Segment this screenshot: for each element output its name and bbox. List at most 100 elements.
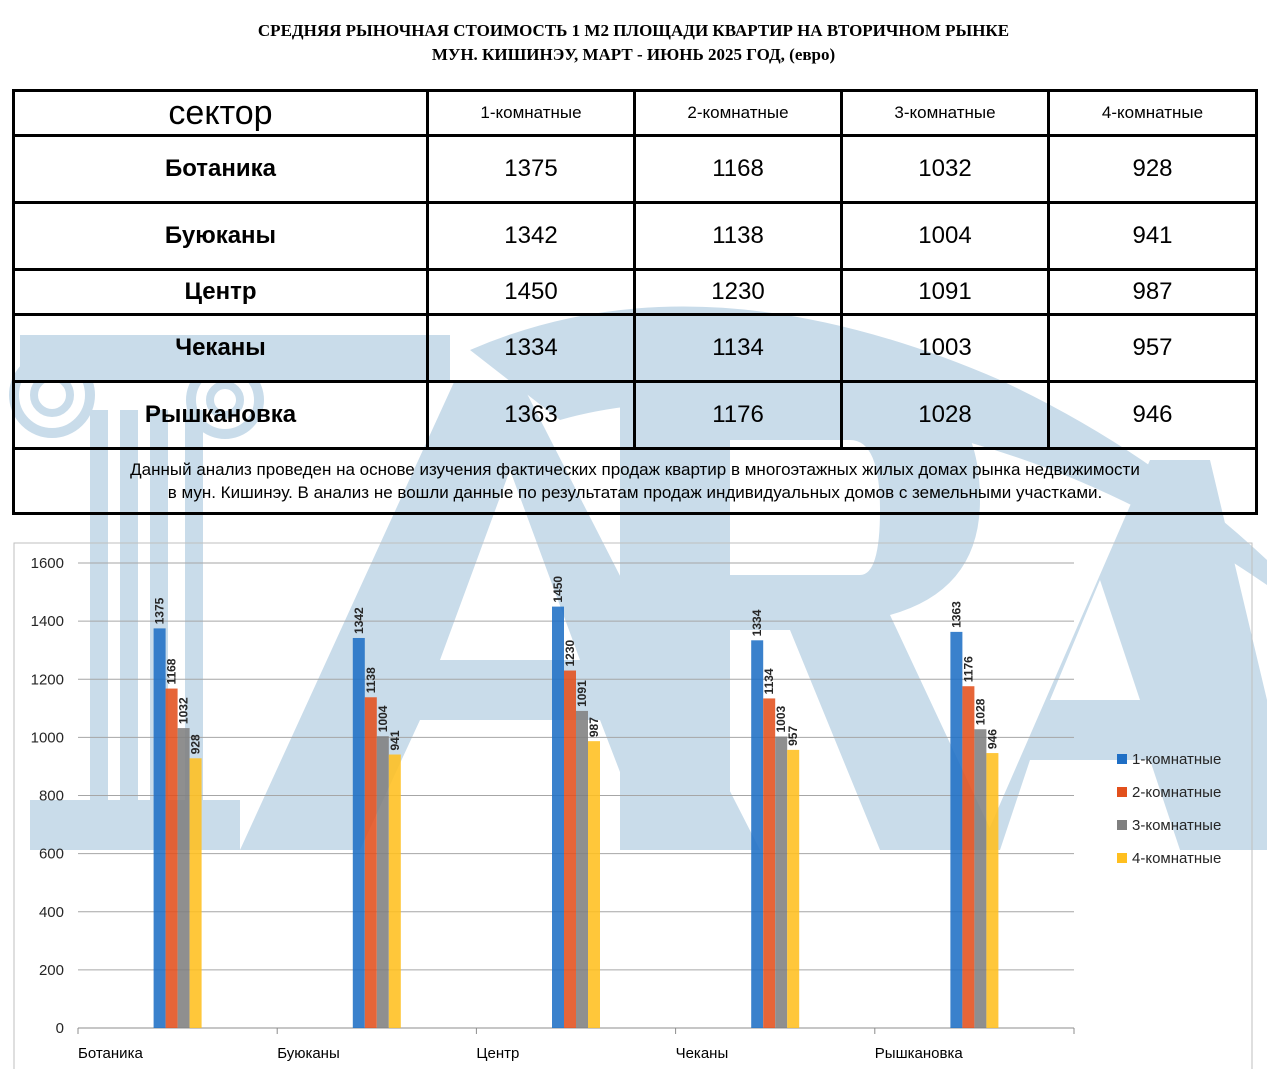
legend-label: 4-комнатные (1132, 850, 1221, 867)
y-tick-label: 1400 (31, 613, 64, 630)
table-cell: 1334 (426, 313, 636, 383)
y-tick-label: 1600 (31, 555, 64, 572)
bar-Центр-1-комнатные (552, 606, 564, 1028)
table-cell: 928 (1047, 134, 1258, 204)
header-1-room: 1-комнатные (426, 89, 636, 137)
y-tick-label: 1200 (31, 671, 64, 688)
data-label: 1342 (352, 607, 366, 634)
x-tick-label: Ботаника (78, 1045, 143, 1062)
table-row: Центр 1450 1230 1091 987 (12, 268, 1258, 316)
row-label-ciocana: Чеканы (12, 313, 429, 383)
bar-Ботаника-3-комнатные (177, 728, 190, 1028)
data-label: 987 (587, 717, 601, 737)
x-tick-label: Буюканы (277, 1045, 340, 1062)
y-tick-label: 800 (39, 788, 64, 805)
table-cell: 1363 (426, 380, 636, 450)
table-cell: 1134 (633, 313, 843, 383)
bar-Ботаника-2-комнатные (165, 688, 178, 1028)
data-label: 1334 (750, 609, 764, 636)
table-cell: 1168 (633, 134, 843, 204)
bar-Чеканы-2-комнатные (763, 698, 776, 1028)
note-line-1: Данный анализ проведен на основе изучени… (130, 460, 1140, 479)
table-note-row: Данный анализ проведен на основе изучени… (12, 447, 1258, 515)
data-label: 1032 (177, 697, 191, 724)
row-label-riscanovca: Рышкановка (12, 380, 429, 450)
y-tick-label: 600 (39, 846, 64, 863)
table-row: Ботаника 1375 1168 1032 928 (12, 134, 1258, 204)
table-cell: 1342 (426, 201, 636, 271)
data-label: 1363 (949, 601, 963, 628)
header-3-room: 3-комнатные (840, 89, 1050, 137)
table-cell: 957 (1047, 313, 1258, 383)
legend-swatch (1117, 853, 1127, 863)
bar-Рышкановка-1-комнатные (950, 631, 963, 1028)
table-cell: 1028 (840, 380, 1050, 450)
y-tick-label: 0 (56, 1020, 64, 1037)
data-label: 946 (985, 729, 999, 749)
table-cell: 1176 (633, 380, 843, 450)
bar-Центр-4-комнатные (588, 741, 600, 1028)
data-label: 1004 (376, 705, 390, 732)
table-cell: 1450 (426, 268, 636, 316)
data-label: 941 (388, 730, 402, 750)
table-row: Буюканы 1342 1138 1004 941 (12, 201, 1258, 271)
header-2-room: 2-комнатные (633, 89, 843, 137)
y-tick-label: 400 (39, 904, 64, 921)
bar-Буюканы-2-комнатные (364, 697, 377, 1028)
y-tick-label: 200 (39, 962, 64, 979)
table-note: Данный анализ проведен на основе изучени… (12, 447, 1258, 515)
bar-Центр-2-комнатные (564, 670, 576, 1028)
legend-label: 3-комнатные (1132, 817, 1221, 834)
table-cell: 941 (1047, 201, 1258, 271)
legend-swatch (1117, 820, 1127, 830)
bar-Рышкановка-4-комнатные (986, 753, 999, 1028)
header-4-room: 4-комнатные (1047, 89, 1258, 137)
data-label: 1138 (364, 667, 378, 693)
x-tick-label: Центр (476, 1045, 519, 1062)
table-row: Рышкановка 1363 1176 1028 946 (12, 380, 1258, 450)
data-label: 1450 (551, 576, 565, 603)
bar-Буюканы-4-комнатные (388, 754, 401, 1028)
table-cell: 1230 (633, 268, 843, 316)
note-line-2: в мун. Кишинэу. В анализ не вошли данные… (167, 483, 1103, 502)
row-label-botanika: Ботаника (12, 134, 429, 204)
price-table: сектор 1-комнатные 2-комнатные 3-комнатн… (12, 89, 1258, 515)
x-tick-label: Рышкановка (875, 1045, 964, 1062)
legend-label: 2-комнатные (1132, 784, 1221, 801)
data-label: 1091 (575, 680, 589, 707)
data-label: 1375 (153, 597, 167, 624)
header-sector: сектор (12, 89, 429, 137)
legend-swatch (1117, 754, 1127, 764)
page-title-line2: МУН. КИШИНЭУ, МАРТ - ИЮНЬ 2025 ГОД, (евр… (431, 45, 836, 64)
data-label: 1028 (973, 698, 987, 725)
row-label-centru: Центр (12, 268, 429, 316)
data-label: 928 (189, 734, 203, 754)
bar-Ботаника-1-комнатные (153, 628, 166, 1028)
data-label: 957 (786, 726, 800, 746)
data-label: 1230 (563, 640, 577, 667)
y-tick-label: 1000 (31, 729, 64, 746)
table-row: Чеканы 1334 1134 1003 957 (12, 313, 1258, 383)
data-label: 1168 (165, 658, 179, 684)
bar-Чеканы-1-комнатные (751, 640, 764, 1028)
legend-swatch (1117, 787, 1127, 797)
table-cell: 1138 (633, 201, 843, 271)
table-cell: 1375 (426, 134, 636, 204)
bar-Буюканы-3-комнатные (376, 736, 389, 1028)
row-label-buiucani: Буюканы (12, 201, 429, 271)
table-cell: 1091 (840, 268, 1050, 316)
bar-Чеканы-3-комнатные (775, 736, 788, 1028)
x-tick-label: Чеканы (676, 1045, 729, 1062)
bar-Рышкановка-3-комнатные (974, 729, 987, 1028)
table-cell: 946 (1047, 380, 1258, 450)
table-header-row: сектор 1-комнатные 2-комнатные 3-комнатн… (12, 89, 1258, 137)
data-label: 1134 (762, 668, 776, 694)
legend-label: 1-комнатные (1132, 751, 1221, 768)
table-cell: 1003 (840, 313, 1050, 383)
bar-Чеканы-4-комнатные (787, 749, 800, 1028)
table-cell: 987 (1047, 268, 1258, 316)
bar-Ботаника-4-комнатные (189, 758, 202, 1028)
page-title-line1: СРЕДНЯЯ РЫНОЧНАЯ СТОИМОСТЬ 1 М2 ПЛОЩАДИ … (257, 21, 1010, 40)
table-cell: 1032 (840, 134, 1050, 204)
bar-Буюканы-1-комнатные (352, 637, 365, 1028)
